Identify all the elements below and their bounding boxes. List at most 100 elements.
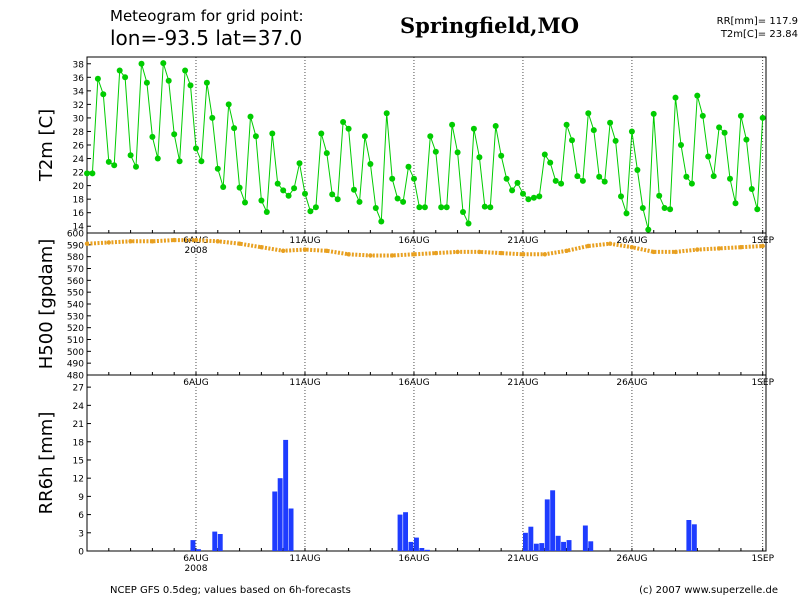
t2m-point <box>503 175 510 182</box>
rr-bar <box>523 532 528 551</box>
t2m-point <box>334 196 341 203</box>
rr-bar <box>686 520 692 551</box>
y-tick-label: 18 <box>73 196 85 206</box>
y-tick-label: 590 <box>67 241 84 251</box>
t2m-point <box>296 160 303 167</box>
t2m-point <box>171 131 178 138</box>
stat-t2m: T2m[C]= 23.84 <box>720 29 798 40</box>
y-tick-label: 6 <box>78 511 84 521</box>
t2m-point <box>432 148 439 155</box>
y-tick-label: 30 <box>73 114 85 124</box>
h500-point <box>237 241 242 246</box>
footer-source: NCEP GFS 0.5deg; values based on 6h-fore… <box>110 585 351 596</box>
h500-point <box>716 246 722 251</box>
y-axis-label: H500 [gpdam] <box>36 239 57 370</box>
t2m-point <box>367 161 374 167</box>
t2m-point <box>154 155 161 162</box>
date-tick-label: 6AUG <box>183 378 208 388</box>
t2m-point <box>198 158 205 165</box>
t2m-point <box>252 133 259 140</box>
t2m-point <box>525 196 532 203</box>
t2m-point <box>187 82 194 89</box>
rr-bar <box>212 531 218 551</box>
date-tick-label: 11AUG <box>289 236 320 246</box>
y-tick-label: 21 <box>73 420 84 430</box>
date-tick-label: 6AUG <box>183 554 208 564</box>
t2m-point <box>678 142 684 148</box>
y-axis-label: T2m [C] <box>36 109 57 182</box>
date-tick-label: 1SEP <box>751 554 774 564</box>
date-tick-label: 21AUG <box>507 378 538 388</box>
t2m-point <box>667 206 674 213</box>
t2m-point <box>133 163 139 170</box>
h500-point <box>673 249 678 255</box>
t2m-point <box>274 180 281 187</box>
date-tick-label: 16AUG <box>398 236 429 246</box>
h500-point <box>477 249 482 255</box>
h500-point <box>651 249 656 255</box>
h500-point <box>84 241 90 246</box>
rr-bar <box>528 526 534 551</box>
y-tick-label: 550 <box>67 289 84 299</box>
t2m-point <box>138 60 145 67</box>
rr-bar <box>582 525 588 551</box>
t2m-point <box>405 163 412 170</box>
t2m-point <box>247 113 254 120</box>
t2m-point <box>356 198 363 205</box>
rr-bar <box>419 548 425 551</box>
t2m-point <box>312 204 319 211</box>
t2m-point <box>558 180 565 187</box>
t2m-point <box>574 173 581 180</box>
y-tick-label: 480 <box>67 372 84 382</box>
h500-point <box>193 237 199 243</box>
t2m-point <box>748 186 755 192</box>
rr-bar <box>190 540 196 551</box>
h500-point <box>411 252 417 257</box>
t2m-point <box>536 193 543 200</box>
t2m-point <box>258 197 265 204</box>
t2m-point <box>149 133 156 140</box>
h500-point <box>281 248 286 253</box>
t2m-point <box>710 173 717 180</box>
t2m-point <box>727 175 733 182</box>
h500-point <box>564 248 569 253</box>
rr-bar <box>550 490 556 551</box>
y-tick-label: 26 <box>73 142 85 152</box>
title-line-2: lon=-93.5 lat=37.0 <box>110 26 302 50</box>
t2m-point <box>672 94 679 101</box>
t2m-point <box>628 128 635 135</box>
h500-point <box>760 243 765 249</box>
t2m-point <box>520 190 526 197</box>
t2m-point <box>143 79 150 86</box>
t2m-point <box>688 180 695 187</box>
t2m-point <box>100 91 107 98</box>
title-line-1: Meteogram for grid point: <box>110 7 304 25</box>
t2m-point <box>623 210 630 217</box>
t2m-point <box>585 110 592 117</box>
t2m-point <box>509 187 516 194</box>
y-tick-label: 36 <box>73 74 85 84</box>
rr-bar <box>217 534 223 551</box>
t2m-point <box>705 153 712 160</box>
t2m-point <box>639 205 646 211</box>
t2m-point <box>280 187 287 194</box>
rr-bar <box>533 543 539 551</box>
y-tick-label: 15 <box>73 456 84 466</box>
t2m-point <box>754 206 761 213</box>
t2m-point <box>127 152 134 159</box>
t2m-point <box>487 204 494 211</box>
h500-point <box>215 239 220 244</box>
date-tick-label: 26AUG <box>616 378 647 388</box>
t2m-point <box>116 67 123 74</box>
panel-frame <box>86 374 767 552</box>
t2m-point <box>378 218 385 225</box>
t2m-point <box>699 112 706 119</box>
y-tick-label: 16 <box>73 209 85 219</box>
date-tick-label: 16AUG <box>398 378 429 388</box>
date-tick-label: 11AUG <box>289 378 320 388</box>
t2m-point <box>389 175 396 182</box>
t2m-point <box>94 75 101 82</box>
t2m-point <box>596 173 603 180</box>
t2m-point <box>394 195 401 202</box>
